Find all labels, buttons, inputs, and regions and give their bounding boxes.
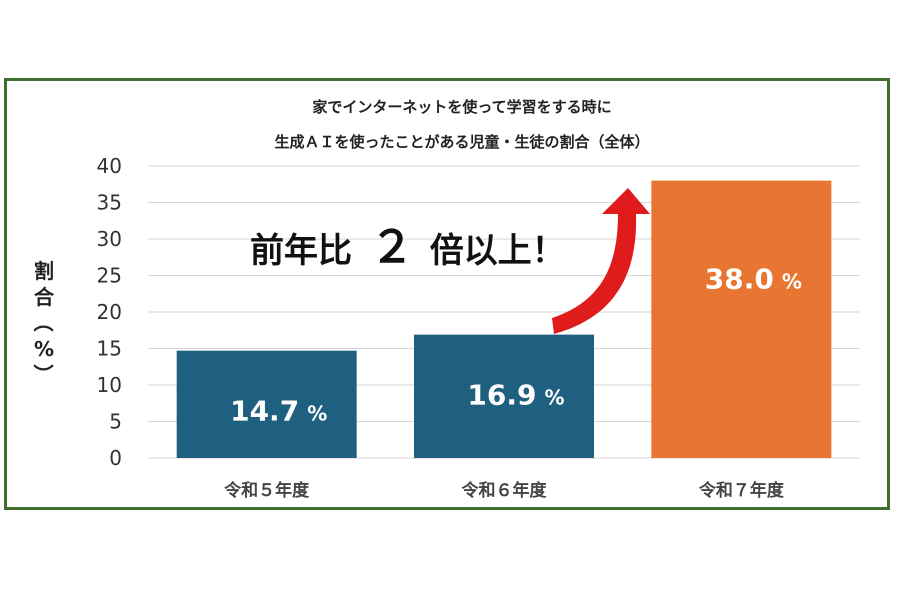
bar-value-label: 38.0% [705, 263, 802, 296]
y-axis-label: 割合 （% ） [31, 259, 55, 384]
category-label: 令和５年度 [224, 480, 310, 501]
y-tick-label: 15 [97, 337, 122, 361]
category-labels: 令和５年度 令和６年度 令和７年度 [224, 480, 785, 501]
increase-arrow [552, 188, 650, 334]
y-tick-label: 10 [97, 373, 122, 397]
y-tick-label: 35 [97, 191, 122, 215]
bar-value-label: 14.7% [230, 395, 327, 428]
category-label: 令和６年度 [462, 480, 548, 501]
y-axis-label-char: 割 [34, 259, 54, 283]
y-axis-label-char: % [34, 337, 54, 361]
callout-prefix: 前年比 [250, 231, 352, 271]
callout-suffix: 倍以上！ [430, 231, 566, 271]
callout-number: ２ [370, 222, 414, 273]
bar [651, 180, 832, 458]
bars: 14.7 % 16.9 % 38.0% [176, 180, 832, 458]
y-axis-label-char: （ [31, 312, 55, 332]
bar [176, 350, 357, 458]
category-label: 令和７年度 [699, 480, 785, 501]
y-axis-label-char: ） [31, 364, 55, 384]
bar [414, 334, 594, 458]
y-tick-label: 40 [97, 154, 122, 178]
chart-title-line-1: 家でインターネットを使って学習をする時に [312, 98, 611, 116]
y-axis-label-char: 合 [34, 285, 55, 309]
y-tick-label: 20 [97, 300, 122, 324]
y-tick-label: 25 [97, 264, 122, 288]
y-tick-label: 5 [109, 410, 122, 434]
chart-title-line-2: 生成ＡＩを使ったことがある児童・生徒の割合（全体） [274, 133, 649, 151]
bar-value-label: 16.9% [467, 379, 564, 412]
y-tick-labels: 0 5 10 15 20 25 30 35 40 [97, 154, 122, 470]
callout-text: 前年比 ２ 倍以上！ [250, 222, 566, 273]
y-tick-label: 0 [109, 446, 122, 470]
y-tick-label: 30 [97, 227, 122, 251]
